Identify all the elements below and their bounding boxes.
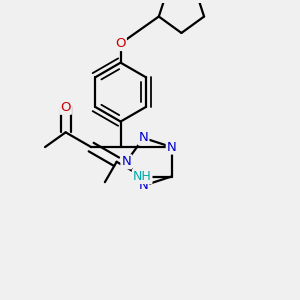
Text: N: N xyxy=(139,179,148,192)
Text: N: N xyxy=(122,155,131,168)
Text: N: N xyxy=(167,141,176,154)
Text: N: N xyxy=(139,131,148,145)
Text: O: O xyxy=(115,37,126,50)
Text: NH: NH xyxy=(133,170,152,183)
Text: O: O xyxy=(60,101,71,114)
